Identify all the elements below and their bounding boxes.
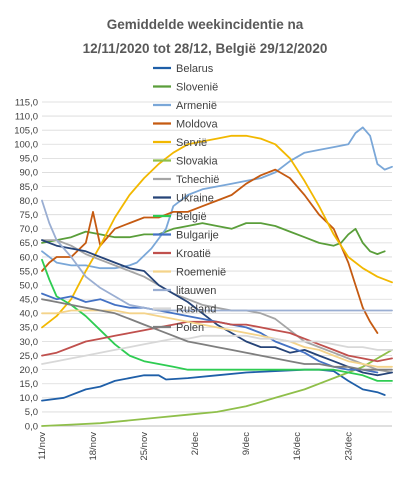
y-tick-label: 90,0 <box>20 168 39 179</box>
x-tick-label: 18/nov <box>88 432 99 461</box>
gridlines <box>42 101 392 427</box>
legend-label-rusland: Rusland <box>176 304 216 316</box>
y-tick-label: 10,0 <box>20 393 39 404</box>
y-tick-label: 25,0 <box>20 351 39 362</box>
x-tick-label: 9/dec <box>241 432 252 455</box>
y-tick-label: 75,0 <box>20 210 39 221</box>
y-tick-label: 85,0 <box>20 182 39 193</box>
legend-label-belarus: Belarus <box>176 63 214 75</box>
legend-label-armeni-: Armenië <box>176 100 217 112</box>
series-lines <box>41 126 393 427</box>
legend-label-servi-: Servië <box>176 137 207 149</box>
series-line-belarus <box>41 368 386 402</box>
y-tick-label: 30,0 <box>20 337 39 348</box>
y-tick-label: 15,0 <box>20 379 39 390</box>
legend-label-slovakia: Slovakia <box>176 156 218 168</box>
y-tick-label: 70,0 <box>20 224 39 235</box>
legend-label-roemeni-: Roemenië <box>176 267 226 279</box>
legend-label-bulgarije: Bulgarije <box>176 230 219 242</box>
x-tick-label: 23/dec <box>343 432 354 461</box>
series-line-polen <box>41 298 393 371</box>
y-tick-label: 0,0 <box>25 421 38 432</box>
series-line-bulgarije <box>41 292 379 374</box>
legend-label-kroati-: Kroatië <box>176 248 211 260</box>
y-tick-label: 65,0 <box>20 238 39 249</box>
x-tick-label: 16/dec <box>292 432 303 461</box>
y-tick-label: 40,0 <box>20 309 39 320</box>
y-tick-label: 60,0 <box>20 252 39 263</box>
legend-label-tchechi-: Tchechië <box>176 174 219 186</box>
x-tick-label: 25/nov <box>139 432 150 461</box>
legend-label-litauwen: litauwen <box>176 285 216 297</box>
x-tick-label: 2/dec <box>190 432 201 455</box>
y-tick-label: 45,0 <box>20 295 39 306</box>
x-tick-label: 11/nov <box>37 432 48 460</box>
legend-label-belgi-: België <box>176 211 207 223</box>
y-tick-label: 35,0 <box>20 323 39 334</box>
y-tick-label: 80,0 <box>20 196 39 207</box>
legend-label-polen: Polen <box>176 322 204 334</box>
series-line-servi- <box>41 134 393 329</box>
series-line-armeni- <box>41 126 393 270</box>
y-axis-ticks: 0,0 5,0 10,0 15,0 20,0 25,0 30,0 35,0 40,0 45,0 50… <box>14 97 38 432</box>
series-line-ukraine <box>41 239 393 377</box>
legend-label-moldova: Moldova <box>176 119 218 131</box>
series-line-belgi- <box>41 258 393 382</box>
y-tick-label: 20,0 <box>20 365 39 376</box>
x-axis-ticks: 11/nov 18/nov 25/nov 2/dec 9/dec 16/dec 23/dec <box>37 432 354 461</box>
series-line-litauwen <box>41 199 393 312</box>
y-tick-label: 100,0 <box>14 140 38 151</box>
legend: Belarus Slovenië Armenië Moldova Servië Slova… <box>153 63 226 334</box>
y-tick-label: 110,0 <box>15 111 38 122</box>
y-tick-label: 55,0 <box>20 266 39 277</box>
series-line-sloveni- <box>41 222 386 256</box>
legend-label-sloveni-: Slovenië <box>176 82 218 94</box>
y-tick-label: 50,0 <box>20 280 39 291</box>
y-tick-label: 115,0 <box>15 97 38 108</box>
legend-label-ukraine: Ukraine <box>176 193 214 205</box>
chart-title: Gemiddelde weekincidentie na <box>107 17 304 32</box>
y-tick-label: 5,0 <box>25 407 38 418</box>
y-tick-label: 105,0 <box>14 125 38 136</box>
series-line-tchechi- <box>41 239 393 374</box>
series-line-kroati- <box>41 320 393 363</box>
chart-subtitle: 12/11/2020 tot 28/12, België 29/12/2020 <box>83 41 328 56</box>
series-line-rusland <box>41 334 393 365</box>
y-tick-label: 95,0 <box>20 154 39 165</box>
